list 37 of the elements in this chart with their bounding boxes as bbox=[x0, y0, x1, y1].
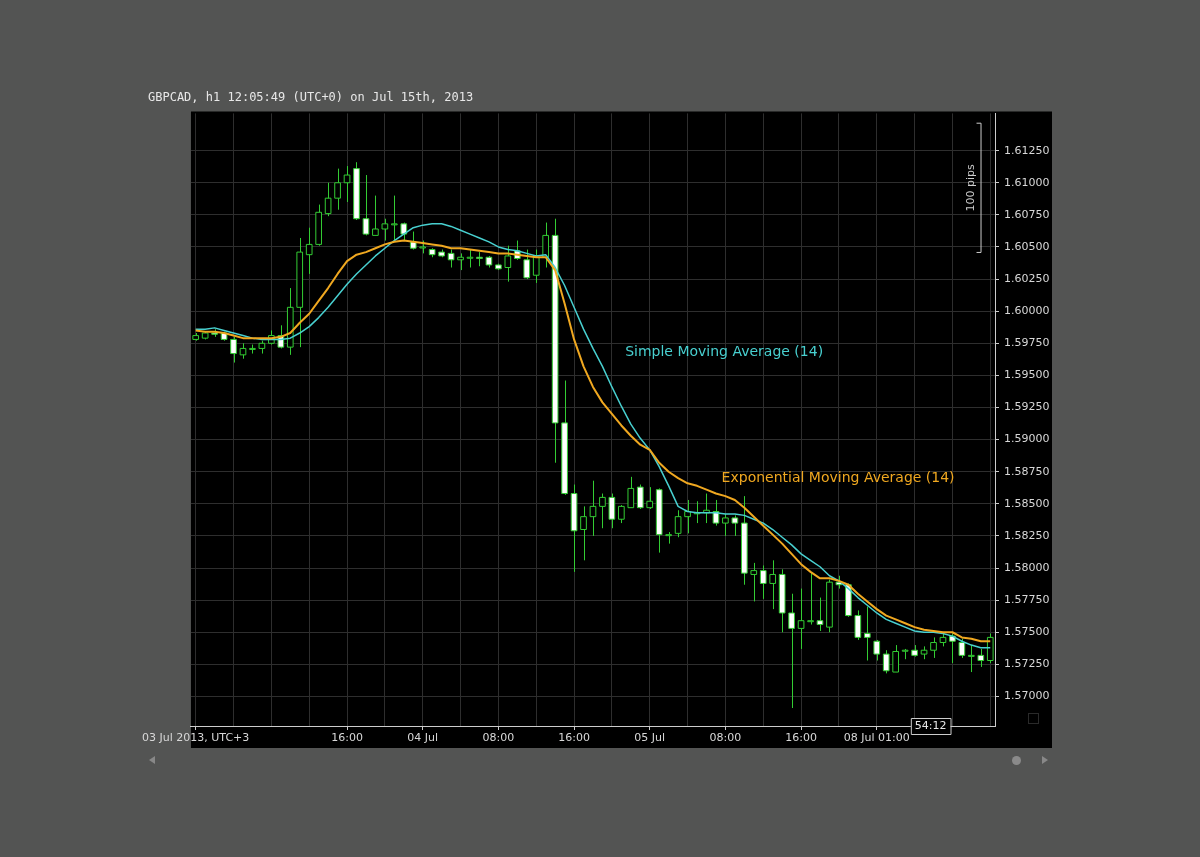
y-tick-label: 1.58000 bbox=[1004, 560, 1050, 574]
candlestick bbox=[930, 636, 937, 659]
y-tick-label: 1.57750 bbox=[1004, 593, 1050, 606]
y-tick-label: 1.59750 bbox=[1004, 336, 1050, 350]
x-tick-label: 16:00 bbox=[558, 731, 590, 745]
chart-title: GBPCAD, h1 12:05:49 (UTC+0) on Jul 15th, 2013 bbox=[148, 90, 474, 105]
x-tick-label: 16:00 bbox=[331, 731, 363, 745]
series-label: Simple Moving Average (14) bbox=[625, 342, 824, 359]
y-tick-label: 1.58250 bbox=[1004, 528, 1050, 542]
candlestick bbox=[892, 644, 900, 673]
y-tick-label: 1.57250 bbox=[1004, 657, 1050, 671]
y-tick-label: 1.59500 bbox=[1004, 368, 1050, 382]
candlestick bbox=[722, 513, 729, 537]
candlestick bbox=[334, 168, 341, 211]
x-tick-label: 08:00 bbox=[482, 731, 515, 745]
y-tick-label: 1.57500 bbox=[1004, 625, 1050, 639]
y-tick-label: 1.57000 bbox=[1004, 689, 1050, 703]
candlestick bbox=[580, 505, 587, 561]
x-tick-label: 05 Jul bbox=[634, 731, 666, 745]
x-tick-label: 04 Jul bbox=[407, 731, 439, 745]
y-tick-label: 1.60750 bbox=[1004, 207, 1050, 221]
annotation: 54:12 bbox=[914, 718, 947, 732]
y-tick-label: 1.58750 bbox=[1004, 464, 1050, 478]
x-tick-label: 03 Jul 2013, UTC+3 bbox=[142, 731, 250, 745]
y-tick-label: 1.58500 bbox=[1004, 496, 1050, 510]
series-label: Exponential Moving Average (14) bbox=[721, 468, 955, 485]
y-tick-label: 1.61000 bbox=[1004, 175, 1050, 189]
y-tick-label: 1.61250 bbox=[1004, 143, 1050, 157]
annotation: 100 pips bbox=[964, 163, 978, 212]
y-tick-label: 1.60500 bbox=[1004, 239, 1050, 253]
x-tick-label: 16:00 bbox=[785, 731, 817, 745]
y-tick-label: 1.59000 bbox=[1004, 432, 1050, 446]
x-tick-label: 08:00 bbox=[709, 731, 742, 745]
y-tick-label: 1.60250 bbox=[1004, 271, 1050, 285]
y-tick-label: 1.60000 bbox=[1004, 304, 1050, 318]
y-tick-label: 1.59250 bbox=[1004, 400, 1050, 414]
x-tick-label: 08 Jul 01:00 bbox=[843, 731, 910, 745]
